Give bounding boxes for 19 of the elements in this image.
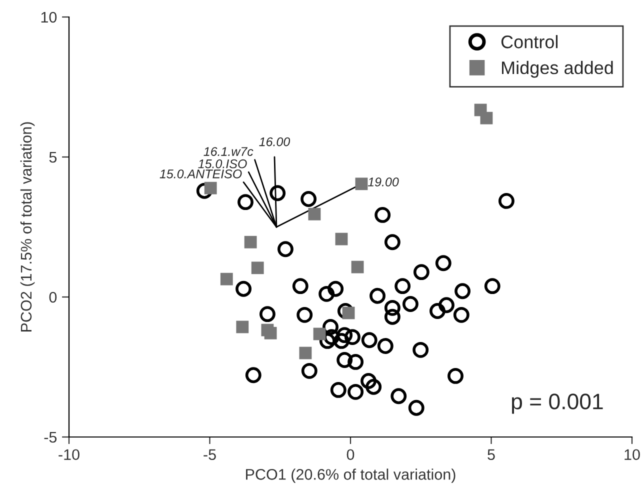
legend-label: Control xyxy=(501,35,558,48)
y-tick-label: 5 xyxy=(49,152,57,163)
y-tick-label: 10 xyxy=(41,12,57,23)
y-axis-title: PCO2 (17.5% of total variation) xyxy=(20,122,35,332)
y-tick-label: 0 xyxy=(49,292,57,303)
x-tick-label: -5 xyxy=(204,449,216,460)
y-tick-label: -5 xyxy=(44,432,57,443)
x-axis-title: PCO1 (20.6% of total variation) xyxy=(246,468,456,483)
annotation: 16.00 xyxy=(259,137,290,146)
legend-label: Midges added xyxy=(502,60,613,78)
x-tick-label: 5 xyxy=(488,449,495,460)
annotation: 15.0.ANTEISO xyxy=(160,169,242,178)
annotation: 16.1.w7c xyxy=(204,147,254,156)
x-tick-label: 0 xyxy=(346,449,354,460)
x-tick-label: 10 xyxy=(624,449,640,460)
annotation: p = 0.001 xyxy=(512,394,603,414)
x-tick-label: -10 xyxy=(58,449,80,460)
annotation: 19.00 xyxy=(368,178,399,186)
annotation: 15.0.ISO xyxy=(198,159,247,168)
